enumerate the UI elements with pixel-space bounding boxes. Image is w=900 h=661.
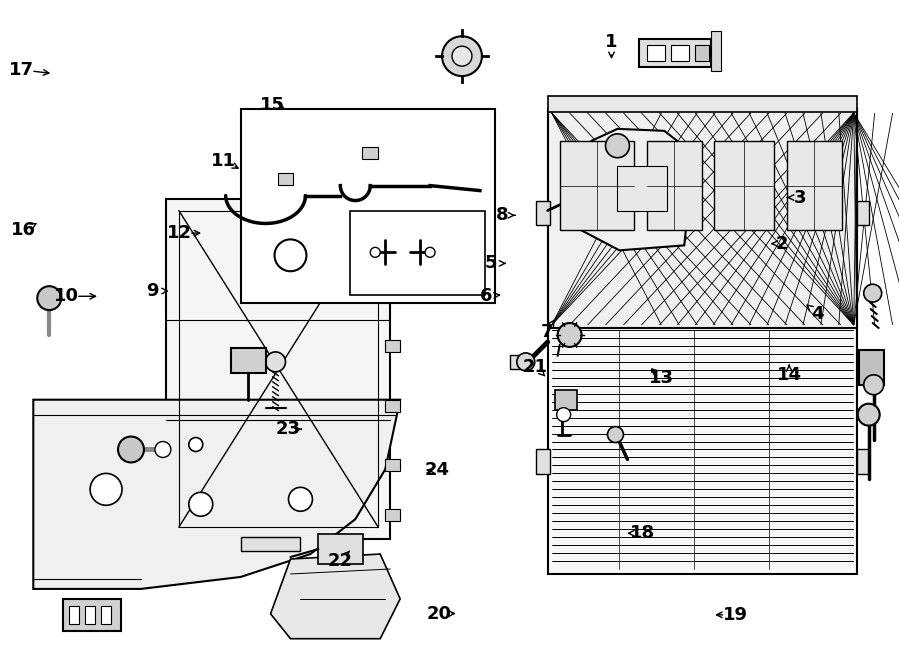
Bar	[230, 348, 266, 373]
Text: 8: 8	[496, 206, 508, 224]
Circle shape	[864, 284, 882, 302]
Bar	[536, 449, 550, 475]
Bar	[69, 606, 79, 624]
Bar	[639, 39, 711, 67]
Bar	[671, 45, 689, 61]
Polygon shape	[271, 554, 400, 639]
Circle shape	[90, 473, 122, 505]
Polygon shape	[548, 109, 857, 574]
Bar	[711, 31, 721, 71]
Circle shape	[606, 134, 629, 158]
Circle shape	[517, 353, 535, 371]
Bar	[385, 400, 400, 412]
Bar	[857, 449, 868, 475]
Bar	[240, 109, 495, 303]
Text: 21: 21	[523, 358, 548, 375]
Bar	[647, 45, 665, 61]
Text: 15: 15	[260, 97, 284, 114]
Circle shape	[452, 46, 472, 66]
Circle shape	[858, 404, 879, 426]
Text: 6: 6	[480, 288, 492, 305]
Bar	[277, 173, 293, 184]
Bar	[647, 141, 702, 231]
Text: 9: 9	[146, 282, 158, 300]
Bar	[385, 280, 400, 292]
Bar	[548, 109, 857, 328]
Polygon shape	[581, 129, 691, 251]
Circle shape	[864, 375, 884, 395]
Bar	[63, 599, 121, 631]
Bar	[385, 340, 400, 352]
Bar	[240, 537, 301, 551]
Text: 13: 13	[649, 369, 674, 387]
Bar	[385, 509, 400, 521]
Circle shape	[155, 442, 171, 457]
Bar	[560, 141, 634, 231]
Text: 3: 3	[794, 188, 806, 206]
Bar	[536, 200, 550, 225]
Text: 22: 22	[328, 552, 353, 570]
Bar	[385, 221, 400, 233]
Bar	[179, 210, 378, 527]
Text: 14: 14	[777, 366, 802, 384]
Bar	[857, 200, 868, 225]
Text: 24: 24	[425, 461, 450, 479]
Polygon shape	[33, 400, 401, 589]
Circle shape	[608, 426, 624, 442]
Circle shape	[558, 323, 581, 347]
Circle shape	[118, 436, 144, 463]
Text: 20: 20	[427, 605, 452, 623]
Bar	[319, 534, 364, 564]
Circle shape	[266, 352, 285, 372]
Text: 19: 19	[723, 606, 748, 624]
Bar	[350, 210, 485, 295]
Text: 23: 23	[276, 420, 301, 438]
Text: 5: 5	[485, 254, 498, 272]
Bar	[101, 606, 111, 624]
Text: 12: 12	[166, 224, 192, 242]
Bar	[548, 96, 857, 112]
Bar	[385, 459, 400, 471]
Text: 4: 4	[812, 305, 824, 323]
Bar	[509, 355, 527, 369]
Bar	[617, 166, 667, 210]
Circle shape	[37, 286, 61, 310]
Bar	[554, 390, 577, 410]
Circle shape	[189, 438, 202, 451]
Text: 10: 10	[53, 288, 78, 305]
Bar	[363, 147, 378, 159]
Text: 17: 17	[9, 61, 33, 79]
Text: 18: 18	[630, 524, 655, 542]
Bar	[695, 45, 709, 61]
Polygon shape	[166, 198, 391, 539]
Text: 2: 2	[776, 235, 788, 253]
Bar	[787, 141, 842, 231]
Circle shape	[289, 487, 312, 511]
Circle shape	[425, 247, 435, 257]
Circle shape	[370, 247, 380, 257]
Bar	[240, 186, 301, 200]
Text: 1: 1	[605, 33, 617, 51]
Bar	[859, 350, 884, 385]
Bar	[86, 606, 95, 624]
Text: 7: 7	[541, 323, 554, 341]
Circle shape	[274, 239, 306, 271]
Circle shape	[557, 408, 571, 422]
Bar	[715, 141, 774, 231]
Text: 11: 11	[212, 151, 237, 170]
Circle shape	[189, 492, 212, 516]
Text: 16: 16	[12, 221, 36, 239]
Circle shape	[442, 36, 482, 76]
